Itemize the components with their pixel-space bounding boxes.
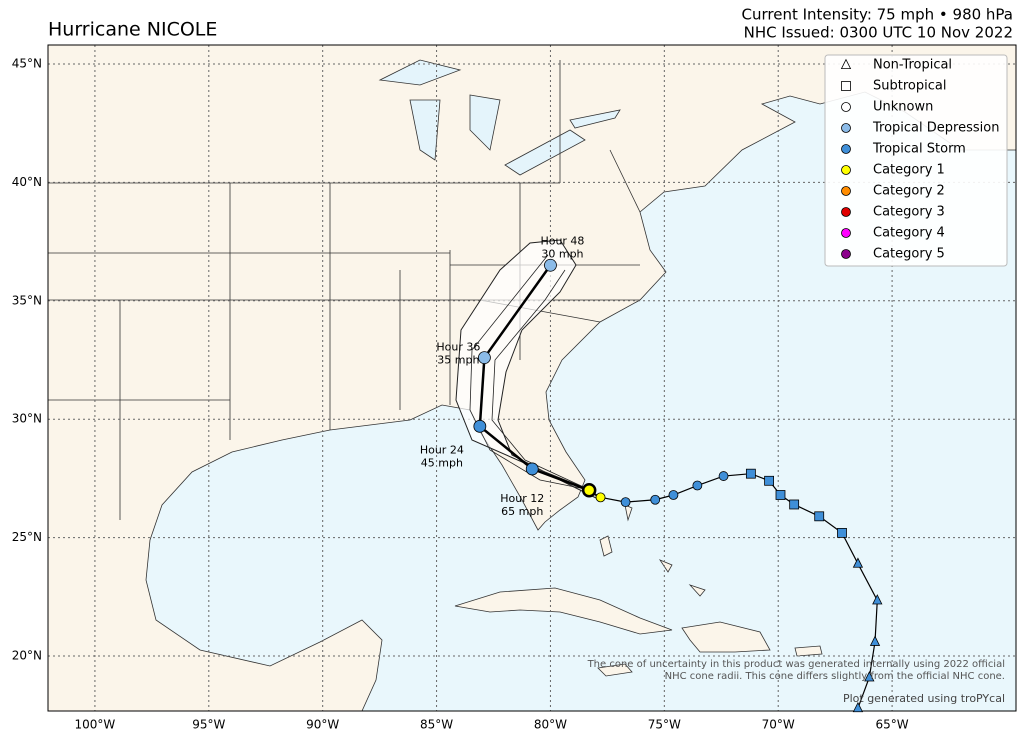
legend-label: Category 2 bbox=[873, 184, 945, 199]
track-point bbox=[814, 511, 825, 522]
track-point bbox=[872, 594, 883, 605]
current-position bbox=[581, 483, 597, 498]
forecast-wind-label: 30 mph bbox=[541, 247, 583, 260]
track-point bbox=[764, 475, 775, 486]
x-tick-label: 70°W bbox=[762, 718, 795, 732]
legend-label: Category 1 bbox=[873, 163, 945, 178]
legend-symbol bbox=[841, 144, 851, 154]
cuba bbox=[454, 587, 673, 635]
track-point bbox=[692, 480, 703, 491]
credit: Plot generated using troPYcal bbox=[843, 692, 1005, 705]
forecast-hour-label: Hour 12 bbox=[500, 492, 544, 505]
forecast-hour-label: Hour 36 bbox=[436, 341, 480, 354]
forecast-point bbox=[544, 258, 557, 272]
forecast-wind-label: 35 mph bbox=[437, 354, 479, 367]
legend-label: Category 4 bbox=[873, 226, 945, 241]
legend-label: Subtropical bbox=[873, 79, 946, 94]
track-line bbox=[588, 473, 878, 709]
forecast-wind-label: 65 mph bbox=[501, 505, 543, 518]
bahamas bbox=[599, 504, 706, 597]
legend-label: Category 3 bbox=[873, 205, 945, 220]
forecast-hour-label: Hour 48 bbox=[540, 234, 584, 247]
track-point bbox=[775, 490, 786, 500]
forecast-hour-label: Hour 24 bbox=[420, 443, 464, 456]
track-point bbox=[864, 671, 875, 682]
jamaica bbox=[597, 663, 633, 677]
track-point bbox=[718, 471, 729, 481]
x-tick-label: 85°W bbox=[420, 718, 453, 732]
legend-symbol bbox=[841, 207, 851, 217]
track-point bbox=[869, 635, 881, 646]
forecast-point bbox=[473, 419, 487, 433]
track-point bbox=[620, 497, 631, 508]
track-point bbox=[595, 492, 606, 503]
legend-label: Category 5 bbox=[873, 247, 945, 262]
hispaniola bbox=[681, 621, 771, 653]
legend-label: Tropical Depression bbox=[872, 121, 999, 136]
x-tick-label: 100°W bbox=[75, 718, 116, 732]
legend-symbol bbox=[841, 102, 851, 112]
legend-symbol bbox=[841, 165, 851, 175]
track-point bbox=[837, 527, 847, 538]
legend-label: Unknown bbox=[873, 100, 933, 115]
legend-label: Tropical Storm bbox=[872, 142, 966, 157]
x-tick-label: 90°W bbox=[306, 718, 339, 732]
legend-symbol bbox=[841, 186, 851, 196]
x-tick-label: 95°W bbox=[192, 718, 225, 732]
x-tick-label: 75°W bbox=[648, 718, 681, 732]
y-tick-label: 30°N bbox=[12, 412, 42, 426]
track-point bbox=[668, 490, 679, 500]
track-point bbox=[745, 468, 756, 479]
track-point bbox=[789, 499, 800, 510]
cone-note: NHC cone radii. This cone differs slight… bbox=[665, 671, 1005, 682]
track-point bbox=[852, 557, 864, 568]
y-tick-label: 20°N bbox=[12, 649, 42, 663]
forecast-point bbox=[477, 351, 491, 365]
y-tick-label: 25°N bbox=[12, 530, 42, 544]
forecast-point bbox=[525, 462, 539, 476]
track-point bbox=[650, 494, 661, 505]
y-tick-label: 35°N bbox=[12, 293, 42, 307]
intensity: Current Intensity: 75 mph • 980 hPa bbox=[742, 6, 1013, 24]
puerto-rico bbox=[794, 645, 823, 657]
legend-symbol bbox=[841, 81, 851, 91]
legend-symbol bbox=[841, 123, 851, 133]
map-frame bbox=[47, 44, 1017, 712]
legend-symbol bbox=[841, 249, 851, 259]
ocean bbox=[145, 91, 1016, 711]
x-tick-label: 65°W bbox=[876, 718, 909, 732]
cone-note: The cone of uncertainty in this product … bbox=[587, 659, 1005, 670]
legend-label: Non-Tropical bbox=[873, 58, 952, 73]
x-tick-label: 80°W bbox=[534, 718, 567, 732]
y-tick-label: 45°N bbox=[12, 56, 42, 70]
issued: NHC Issued: 0300 UTC 10 Nov 2022 bbox=[744, 24, 1013, 42]
legend-symbol bbox=[841, 228, 851, 238]
track-point bbox=[852, 701, 864, 713]
legend-box bbox=[824, 54, 1008, 267]
title: Hurricane NICOLE bbox=[48, 19, 217, 41]
legend-symbol bbox=[840, 58, 852, 69]
y-tick-label: 40°N bbox=[12, 175, 42, 189]
forecast-wind-label: 45 mph bbox=[421, 456, 463, 469]
